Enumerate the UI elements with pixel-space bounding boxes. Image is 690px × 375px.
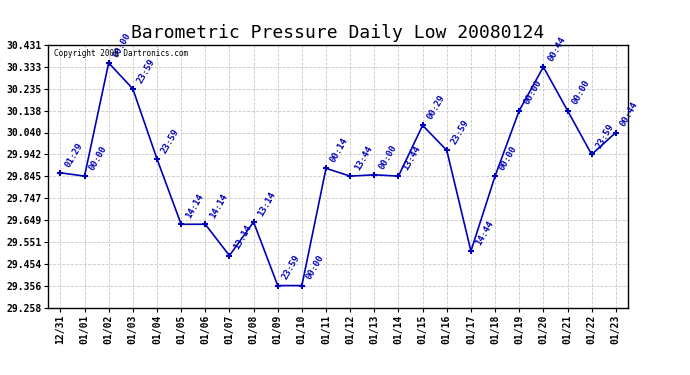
Title: Barometric Pressure Daily Low 20080124: Barometric Pressure Daily Low 20080124 — [132, 24, 544, 42]
Text: 14:44: 14:44 — [474, 219, 495, 247]
Text: 23:59: 23:59 — [450, 118, 471, 146]
Text: 13:14: 13:14 — [233, 224, 253, 251]
Text: 13:14: 13:14 — [257, 190, 277, 218]
Text: 13:44: 13:44 — [353, 144, 374, 172]
Text: 23:59: 23:59 — [281, 254, 302, 281]
Text: 00:00: 00:00 — [88, 144, 108, 172]
Text: 14:14: 14:14 — [184, 192, 205, 220]
Text: 00:44: 00:44 — [546, 35, 567, 63]
Text: 00:00: 00:00 — [498, 144, 519, 172]
Text: 23:59: 23:59 — [595, 123, 615, 150]
Text: 00:14: 00:14 — [329, 136, 350, 164]
Text: 01:29: 01:29 — [63, 141, 84, 169]
Text: 23:59: 23:59 — [136, 57, 157, 85]
Text: 00:00: 00:00 — [377, 143, 398, 171]
Text: 00:29: 00:29 — [426, 93, 446, 121]
Text: 00:00: 00:00 — [112, 31, 132, 59]
Text: 14:14: 14:14 — [208, 192, 229, 220]
Text: 00:00: 00:00 — [522, 79, 543, 106]
Text: 00:44: 00:44 — [619, 100, 640, 128]
Text: 13:44: 13:44 — [402, 144, 422, 172]
Text: 00:00: 00:00 — [571, 79, 591, 106]
Text: 00:00: 00:00 — [305, 254, 326, 281]
Text: Copyright 2008 Dartronics.com: Copyright 2008 Dartronics.com — [54, 49, 188, 58]
Text: 23:59: 23:59 — [160, 127, 181, 155]
